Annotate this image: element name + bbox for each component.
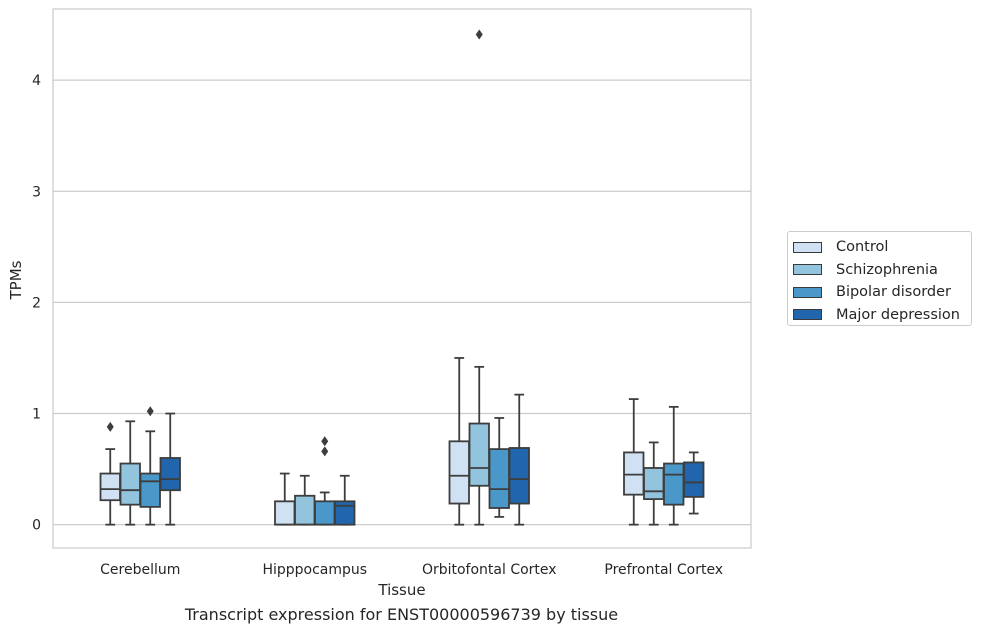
- box-body: [294, 494, 316, 526]
- y-tick-label-2: 2: [32, 295, 41, 311]
- legend-item-control: Control: [793, 236, 971, 259]
- box-hipppocampus-major-depression: [334, 474, 356, 526]
- y-tick-labels: 0 1 2 3 4: [32, 73, 41, 534]
- gridlines: [53, 79, 751, 526]
- box-body: [448, 440, 470, 505]
- x-tick-label-cerebellum: Cerebellum: [100, 562, 180, 578]
- x-tick-labels: Cerebellum Hipppocampus Orbitofontal Corte…: [100, 562, 723, 578]
- legend: Control Schizophrenia Bipolar disorder M…: [787, 231, 972, 326]
- legend-item-major-depression: Major depression: [793, 304, 971, 327]
- legend-label-control: Control: [836, 239, 889, 256]
- box-body: [468, 422, 490, 487]
- box-body: [623, 451, 645, 496]
- outlier-point: [475, 29, 483, 40]
- box-body: [508, 447, 530, 505]
- legend-swatch-control: [793, 241, 822, 253]
- box-cerebellum-bipolar-disorder: [139, 406, 161, 526]
- box-cerebellum-schizophrenia: [119, 420, 141, 526]
- legend-label-bipolar-disorder: Bipolar disorder: [836, 284, 951, 301]
- y-tick-label-3: 3: [32, 184, 41, 200]
- box-body: [488, 448, 510, 509]
- box-hipppocampus-control: [274, 472, 296, 526]
- box-body: [683, 461, 705, 498]
- legend-item-schizophrenia: Schizophrenia: [793, 259, 971, 282]
- outlier-point: [146, 406, 154, 417]
- box-prefrontal-cortex-control: [623, 398, 645, 526]
- box-orbitofontal-cortex-major-depression: [508, 393, 530, 526]
- box-hipppocampus-bipolar-disorder: [314, 436, 336, 526]
- legend-swatch-major-depression: [793, 309, 822, 321]
- y-tick-label-0: 0: [32, 518, 41, 534]
- box-cerebellum-control: [99, 421, 121, 526]
- box-hipppocampus-schizophrenia: [294, 474, 316, 526]
- box-body: [643, 467, 665, 501]
- box-prefrontal-cortex-schizophrenia: [643, 441, 665, 526]
- legend-label-schizophrenia: Schizophrenia: [836, 261, 938, 278]
- legend-item-bipolar-disorder: Bipolar disorder: [793, 281, 971, 304]
- box-prefrontal-cortex-major-depression: [683, 451, 705, 515]
- box-body: [99, 472, 121, 502]
- y-tick-label-1: 1: [32, 407, 41, 423]
- legend-swatch-bipolar-disorder: [793, 286, 822, 298]
- x-tick-label-hipppocampus: Hipppocampus: [262, 562, 367, 578]
- box-cerebellum-major-depression: [159, 412, 181, 526]
- outlier-point: [321, 446, 329, 457]
- plot-frame: [52, 8, 752, 549]
- box-prefrontal-cortex-bipolar-disorder: [663, 405, 685, 526]
- box-orbitofontal-cortex-schizophrenia: [468, 29, 490, 526]
- box-body: [139, 472, 161, 508]
- x-tick-label-orbitofontal-cortex: Orbitofontal Cortex: [422, 562, 557, 578]
- box-orbitofontal-cortex-control: [448, 357, 470, 526]
- legend-swatch-schizophrenia: [793, 264, 822, 276]
- box-body: [274, 500, 296, 526]
- box-body: [119, 462, 141, 506]
- box-body: [663, 462, 685, 506]
- x-axis-title: Tissue: [377, 581, 425, 599]
- y-tick-label-4: 4: [32, 73, 41, 89]
- y-axis-title: TPMs: [7, 260, 25, 300]
- box-body: [314, 500, 336, 526]
- outlier-point: [321, 436, 329, 447]
- box-groups: [99, 29, 705, 526]
- box-body: [334, 500, 356, 526]
- x-tick-label-prefrontal-cortex: Prefrontal Cortex: [604, 562, 723, 578]
- box-body: [159, 457, 181, 492]
- box-orbitofontal-cortex-bipolar-disorder: [488, 417, 510, 518]
- figure-caption: Transcript expression for ENST0000059673…: [184, 605, 619, 624]
- outlier-point: [106, 421, 114, 432]
- legend-label-major-depression: Major depression: [836, 306, 960, 323]
